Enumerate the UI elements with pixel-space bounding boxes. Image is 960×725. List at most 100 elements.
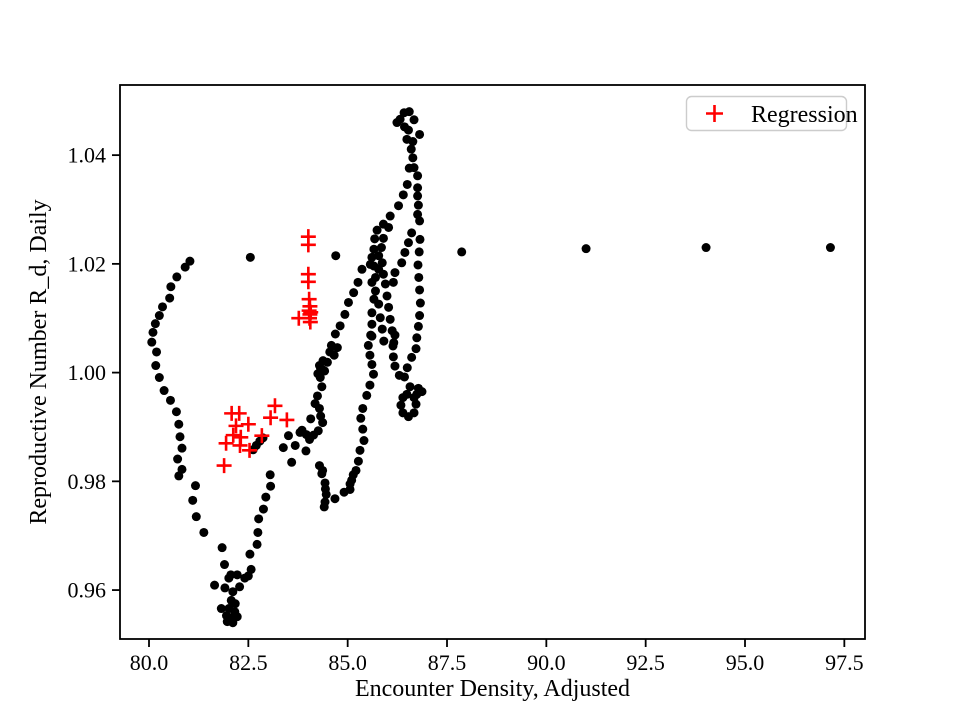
data-point: [318, 356, 328, 366]
data-point: [174, 419, 184, 429]
data-point: [290, 440, 300, 450]
y-tick-label: 1.00: [68, 360, 107, 385]
data-point: [385, 314, 395, 324]
data-point: [367, 319, 377, 329]
data-point: [404, 107, 414, 117]
data-point: [232, 612, 242, 622]
data-point: [367, 359, 377, 369]
data-point: [312, 391, 322, 401]
data-point: [331, 251, 341, 261]
data-point: [367, 277, 377, 287]
data-point: [374, 299, 384, 309]
data-point: [411, 344, 421, 354]
plot-border: [119, 84, 866, 640]
data-point: [172, 272, 182, 282]
x-axis-label: Encounter Density, Adjusted: [355, 676, 630, 702]
regression-marker: [240, 416, 256, 432]
data-point: [367, 252, 377, 262]
data-point: [365, 380, 375, 390]
x-tick-label: 92.5: [626, 650, 665, 675]
data-point: [188, 495, 198, 505]
y-axis-label: Reproductive Number R_d, Daily: [26, 199, 52, 524]
regression-marker: [231, 405, 247, 421]
data-point: [379, 336, 389, 346]
data-point: [415, 311, 425, 321]
data-point: [314, 403, 324, 413]
x-tick-label: 87.5: [428, 650, 467, 675]
data-point: [217, 543, 227, 553]
data-point: [150, 319, 160, 329]
data-point: [158, 302, 168, 312]
data-point: [252, 539, 262, 549]
data-point: [407, 228, 417, 238]
regression-marker: [242, 442, 258, 458]
regression-marker: [279, 412, 295, 428]
x-tick-label: 95.0: [726, 650, 765, 675]
data-point: [349, 288, 359, 298]
data-point: [397, 258, 407, 268]
data-point: [253, 527, 263, 537]
data-point: [825, 243, 835, 253]
data-point: [340, 309, 350, 319]
data-point: [409, 408, 419, 418]
y-tick-label: 1.02: [68, 251, 107, 276]
data-point: [362, 390, 372, 400]
data-point: [318, 418, 328, 428]
data-point: [372, 225, 382, 235]
data-point: [413, 191, 423, 201]
data-point: [365, 259, 375, 269]
regression-marker: [302, 314, 318, 330]
data-point: [413, 321, 423, 331]
data-point: [402, 134, 412, 144]
data-point: [358, 403, 368, 413]
data-point: [220, 583, 230, 593]
data-point: [413, 260, 423, 270]
data-point: [370, 234, 380, 244]
y-tick-label: 0.96: [68, 578, 107, 603]
data-point: [402, 179, 412, 189]
data-point: [408, 153, 418, 163]
data-point: [407, 352, 417, 362]
x-tick-label: 97.5: [825, 650, 864, 675]
data-point: [245, 252, 255, 262]
regression-marker: [218, 435, 234, 451]
regression-marker: [300, 274, 316, 290]
data-point: [378, 219, 388, 229]
data-point: [415, 285, 425, 295]
data-point: [175, 432, 185, 442]
data-point: [219, 560, 229, 570]
y-tick-label: 1.04: [68, 143, 107, 168]
data-point: [365, 350, 375, 360]
data-point: [345, 484, 355, 494]
x-tick-label: 80.0: [130, 650, 169, 675]
data-point: [228, 587, 238, 597]
data-point: [190, 481, 200, 491]
data-point: [278, 443, 288, 453]
data-point: [232, 570, 242, 580]
data-point: [394, 201, 404, 211]
data-point: [382, 291, 392, 301]
data-point: [301, 446, 311, 456]
data-point: [374, 251, 384, 261]
x-tick-label: 82.5: [229, 650, 268, 675]
data-point: [152, 347, 162, 357]
data-point: [406, 144, 416, 154]
data-point: [261, 492, 271, 502]
data-point: [388, 352, 398, 362]
data-point: [321, 489, 331, 499]
data-point: [414, 272, 424, 282]
data-point: [266, 481, 276, 491]
data-point: [369, 244, 379, 254]
regression-marker: [300, 237, 316, 253]
data-point: [377, 324, 387, 334]
data-point: [376, 243, 386, 253]
data-point: [154, 372, 164, 382]
data-point: [165, 293, 175, 303]
data-point: [415, 298, 425, 308]
data-point: [392, 118, 402, 128]
data-point: [159, 386, 169, 396]
regression-marker: [254, 428, 270, 444]
data-point: [173, 454, 183, 464]
x-tick-label: 85.0: [328, 650, 367, 675]
data-point: [297, 425, 307, 435]
